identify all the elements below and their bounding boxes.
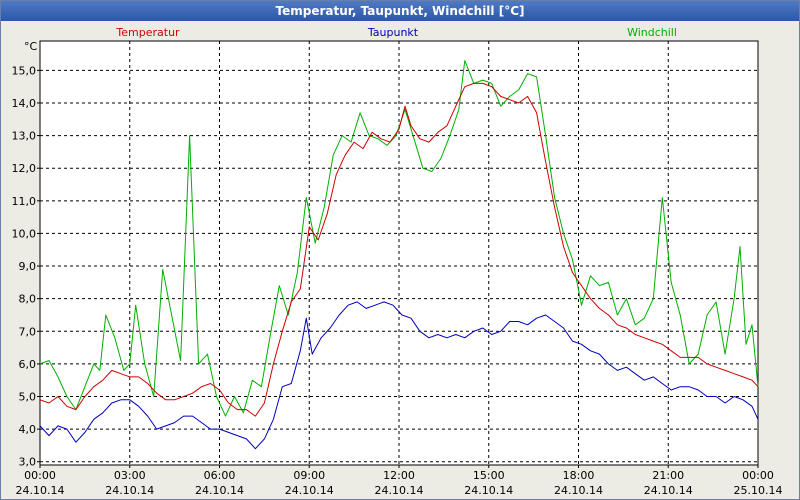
y-tick-label: 5,0: [19, 391, 37, 404]
x-tick-date: 24.10.14: [195, 484, 244, 497]
x-tick-date: 24.10.14: [16, 484, 65, 497]
x-tick-time: 15:00: [473, 469, 505, 482]
y-tick-label: 14,0: [12, 97, 37, 110]
x-tick-time: 21:00: [652, 469, 684, 482]
y-tick-label: 13,0: [12, 130, 37, 143]
y-tick-label: 4,0: [19, 423, 37, 436]
y-tick-label: 8,0: [19, 293, 37, 306]
y-tick-label: 11,0: [12, 195, 37, 208]
x-axis-ticks: 00:00 24.10.14 03:00 24.10.14 06:00 24.10.14 0…: [16, 465, 783, 497]
x-tick-date: 24.10.14: [105, 484, 154, 497]
y-tick-label: 10,0: [12, 227, 37, 240]
x-tick-time: 00:00: [742, 469, 774, 482]
y-axis-ticks: 3,0 4,0 5,0 6,0 7,0 8,0 9,0 10,0 11,0 12,0 13,0 14,…: [12, 64, 40, 469]
x-tick-date: 24.10.14: [375, 484, 424, 497]
legend: Temperatur Taupunkt Windchill: [115, 26, 677, 39]
x-tick-time: 00:00: [24, 469, 56, 482]
x-tick-date: 24.10.14: [644, 484, 693, 497]
series-layer: [39, 60, 759, 450]
series-line-taupunkt: [39, 301, 759, 450]
x-tick-time: 18:00: [563, 469, 595, 482]
legend-taupunkt: Taupunkt: [367, 26, 419, 39]
y-tick-label: 6,0: [19, 358, 37, 371]
x-tick-time: 09:00: [293, 469, 325, 482]
y-tick-label: 9,0: [19, 260, 37, 273]
x-tick-time: 12:00: [383, 469, 415, 482]
x-tick-time: 06:00: [204, 469, 236, 482]
x-tick-date: 25.10.14: [734, 484, 783, 497]
y-tick-label: 7,0: [19, 325, 37, 338]
y-tick-label: 12,0: [12, 162, 37, 175]
legend-temperatur: Temperatur: [115, 26, 180, 39]
x-tick-date: 24.10.14: [554, 484, 603, 497]
y-tick-label: 3,0: [19, 456, 37, 469]
x-tick-date: 24.10.14: [285, 484, 334, 497]
x-tick-time: 03:00: [114, 469, 146, 482]
y-tick-label: 15,0: [12, 64, 37, 77]
window-title: Temperatur, Taupunkt, Windchill [°C]: [1, 1, 799, 21]
series-line-temperatur: [39, 82, 759, 417]
x-tick-date: 24.10.14: [464, 484, 513, 497]
legend-windchill: Windchill: [627, 26, 677, 39]
y-axis-unit-label: °C: [24, 40, 38, 53]
